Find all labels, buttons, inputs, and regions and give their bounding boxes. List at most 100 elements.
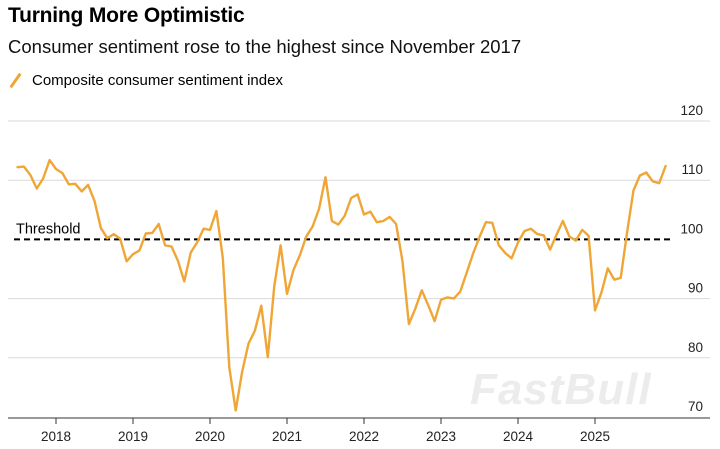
- data-point: [189, 251, 192, 254]
- data-point: [234, 409, 237, 412]
- data-point: [446, 296, 449, 299]
- threshold-label: Threshold: [16, 221, 80, 237]
- data-point: [395, 223, 397, 225]
- data-point: [382, 220, 385, 222]
- data-point: [594, 309, 596, 312]
- data-point: [279, 244, 282, 247]
- data-point: [420, 289, 423, 292]
- y-tick-label-120: 120: [680, 103, 703, 118]
- series-line-composite-sentiment: [16, 158, 667, 412]
- data-point: [16, 166, 19, 169]
- data-point: [292, 269, 295, 272]
- data-point: [459, 290, 462, 293]
- data-point: [350, 197, 353, 199]
- y-tick-label-70: 70: [688, 399, 703, 414]
- data-point: [164, 244, 167, 247]
- data-point: [542, 234, 545, 237]
- data-point: [375, 221, 378, 224]
- data-point: [427, 304, 430, 306]
- tick-labels: 70 80 90 100 110 120 2018 2019 2020 2021 2022 2023 2…: [41, 103, 703, 444]
- x-tick-label-2024: 2024: [503, 429, 534, 444]
- data-point: [215, 210, 218, 212]
- data-point: [311, 225, 314, 228]
- x-tick-label-2018: 2018: [41, 429, 71, 444]
- data-point: [562, 220, 564, 222]
- data-point: [260, 304, 263, 307]
- threshold-layer: Threshold: [14, 221, 670, 241]
- data-point: [632, 189, 635, 192]
- data-point: [626, 231, 628, 234]
- series-layer: [16, 158, 667, 412]
- x-tick-label-2023: 2023: [426, 429, 456, 444]
- data-point: [363, 213, 365, 216]
- data-point: [331, 220, 333, 222]
- watermark: FastBull: [470, 365, 652, 414]
- data-point: [112, 233, 115, 236]
- data-point: [247, 342, 250, 345]
- data-point: [619, 277, 622, 279]
- y-tick-label-90: 90: [688, 281, 703, 296]
- data-point: [119, 237, 122, 240]
- data-point: [497, 244, 500, 247]
- data-point: [298, 254, 301, 257]
- data-point: [273, 285, 276, 288]
- data-point: [645, 171, 648, 174]
- data-point: [170, 245, 173, 248]
- data-point: [529, 227, 532, 230]
- chart-subtitle: Consumer sentiment rose to the highest s…: [8, 36, 522, 57]
- data-point: [100, 227, 102, 230]
- data-point: [132, 253, 134, 256]
- data-point: [600, 291, 603, 294]
- data-point: [651, 180, 654, 183]
- data-point: [452, 297, 455, 300]
- data-point: [523, 230, 526, 233]
- x-tick-label-2025: 2025: [580, 429, 610, 444]
- data-point: [87, 184, 89, 186]
- data-point: [228, 366, 231, 369]
- data-point: [151, 232, 154, 234]
- data-point: [35, 187, 38, 190]
- y-tick-label-80: 80: [688, 340, 703, 355]
- data-point: [67, 183, 70, 186]
- data-point: [433, 320, 436, 322]
- data-point: [401, 260, 404, 263]
- y-tick-label-110: 110: [681, 162, 703, 177]
- data-point: [42, 177, 45, 180]
- data-point: [93, 200, 96, 202]
- data-point: [606, 267, 609, 270]
- x-tick-label-2019: 2019: [118, 429, 148, 444]
- data-point: [125, 260, 128, 263]
- data-point: [157, 223, 160, 225]
- data-point: [613, 278, 616, 281]
- data-point: [388, 216, 391, 218]
- data-point: [324, 176, 327, 179]
- data-point: [369, 210, 372, 213]
- data-point: [491, 221, 494, 224]
- data-point: [472, 252, 474, 255]
- data-point: [254, 329, 256, 332]
- data-point: [286, 293, 288, 295]
- data-point: [408, 323, 410, 325]
- data-point: [568, 235, 571, 238]
- x-tick-label-2020: 2020: [195, 429, 225, 444]
- y-tick-label-100: 100: [680, 221, 703, 236]
- legend: Composite consumer sentiment index: [8, 70, 283, 90]
- data-point: [549, 248, 551, 251]
- data-point: [555, 233, 558, 236]
- chart-title: Turning More Optimistic: [8, 4, 245, 27]
- data-point: [356, 193, 359, 196]
- data-point: [241, 371, 244, 373]
- data-point: [61, 172, 64, 175]
- data-point: [80, 190, 83, 193]
- data-point: [664, 165, 667, 167]
- data-point: [510, 257, 513, 260]
- data-point: [587, 234, 590, 237]
- data-point: [177, 259, 179, 262]
- data-point: [266, 356, 269, 359]
- data-point: [221, 256, 224, 259]
- data-point: [138, 249, 141, 252]
- data-point: [55, 168, 57, 170]
- data-point: [440, 298, 442, 301]
- data-point: [465, 271, 468, 274]
